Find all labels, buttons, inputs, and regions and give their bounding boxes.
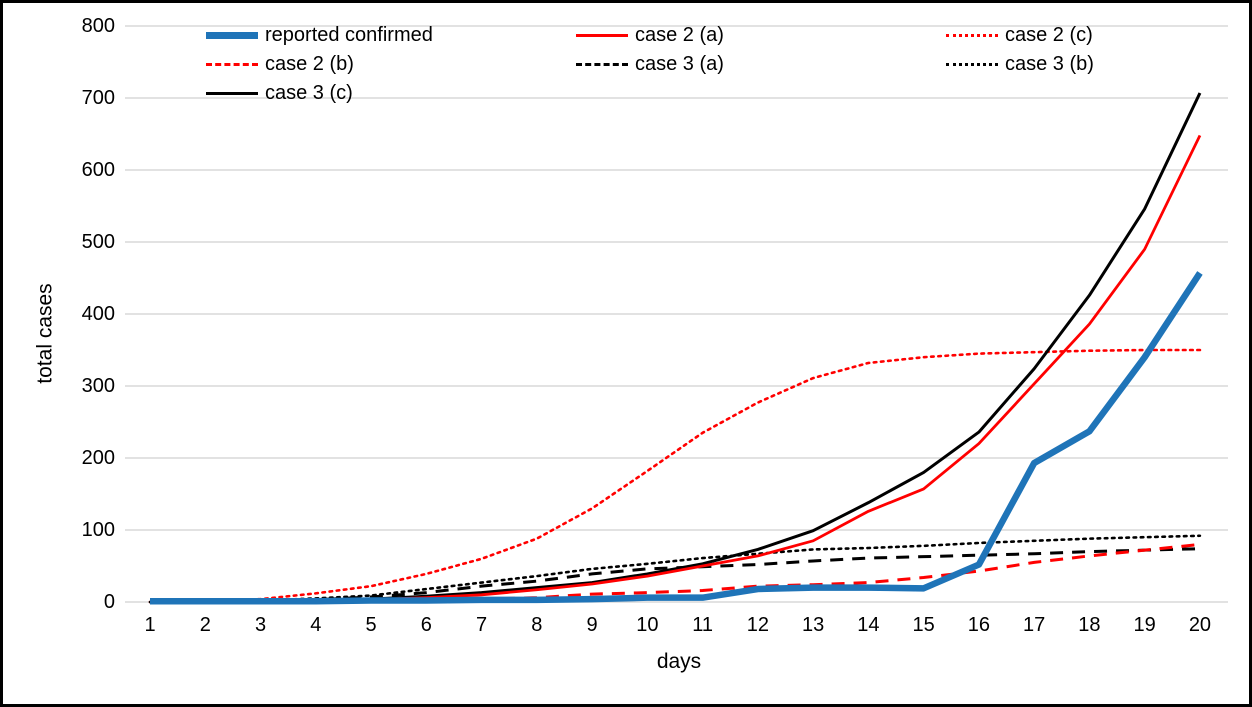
legend-label: case 3 (a)	[635, 53, 724, 75]
y-tick-label-300: 300	[81, 375, 115, 397]
y-tick-label-700: 700	[81, 87, 115, 109]
legend-label: case 3 (c)	[265, 82, 353, 104]
legend-line-sample-solid	[206, 91, 258, 95]
legend-label: reported confirmed	[265, 24, 433, 46]
legend-label: case 3 (b)	[1005, 53, 1094, 75]
plot-area	[125, 25, 1228, 605]
legend-line-sample-solid	[206, 31, 258, 39]
series-line-case-2-a-	[150, 134, 1202, 604]
x-axis-title: days	[656, 650, 702, 673]
legend-line-sample-dotted	[946, 33, 998, 37]
legend-item-case-3-c-[interactable]: case 3 (c)	[206, 79, 353, 107]
x-tick-label-1: 1	[144, 614, 156, 636]
x-tick-label-11: 11	[692, 614, 713, 636]
legend-label: case 2 (a)	[635, 24, 724, 46]
legend-item-case-2-a-[interactable]: case 2 (a)	[576, 21, 724, 49]
x-tick-label-16: 16	[967, 614, 991, 636]
legend-line-sample-dotted	[946, 62, 998, 66]
legend-line-sample-dashed	[206, 62, 258, 66]
x-tick-label-17: 17	[1023, 614, 1046, 636]
x-tick-label-3: 3	[254, 614, 267, 636]
series-line-reported-confirmed	[150, 271, 1203, 605]
x-tick-label-7: 7	[475, 614, 488, 636]
y-tick-label-0: 0	[103, 591, 115, 613]
x-tick-label-13: 13	[801, 614, 825, 636]
y-tick-label-200: 200	[81, 447, 115, 469]
x-tick-label-6: 6	[420, 614, 432, 636]
legend-item-case-3-a-[interactable]: case 3 (a)	[576, 50, 724, 78]
y-tick-label-800: 800	[81, 15, 115, 37]
legend-item-case-2-b-[interactable]: case 2 (b)	[206, 50, 354, 78]
y-axis-title: total cases	[33, 283, 57, 384]
x-tick-label-5: 5	[365, 614, 377, 636]
x-tick-label-10: 10	[636, 614, 659, 636]
legend-item-case-3-b-[interactable]: case 3 (b)	[946, 50, 1094, 78]
legend-label: case 2 (b)	[265, 53, 354, 75]
x-tick-label-2: 2	[199, 614, 211, 636]
legend-item-case-2-c-[interactable]: case 2 (c)	[946, 21, 1093, 49]
legend-item-reported-confirmed[interactable]: reported confirmed	[206, 21, 433, 49]
x-tick-label-12: 12	[746, 614, 769, 636]
series-line-case-2-c-	[148, 348, 1202, 604]
y-tick-label-400: 400	[81, 303, 115, 325]
legend-line-sample-dashed	[576, 62, 628, 66]
y-tick-label-500: 500	[81, 231, 115, 253]
x-tick-label-8: 8	[531, 614, 543, 636]
legend-line-sample-solid	[576, 33, 628, 37]
x-tick-label-15: 15	[912, 614, 935, 636]
x-tick-label-18: 18	[1078, 614, 1101, 636]
x-tick-label-20: 20	[1188, 614, 1212, 636]
x-tick-label-19: 19	[1133, 614, 1156, 636]
x-tick-label-4: 4	[310, 614, 322, 636]
x-tick-label-14: 14	[857, 614, 880, 636]
y-tick-label-600: 600	[81, 159, 115, 181]
legend-label: case 2 (c)	[1005, 24, 1093, 46]
x-tick-label-9: 9	[586, 614, 598, 636]
y-tick-label-100: 100	[81, 519, 115, 541]
